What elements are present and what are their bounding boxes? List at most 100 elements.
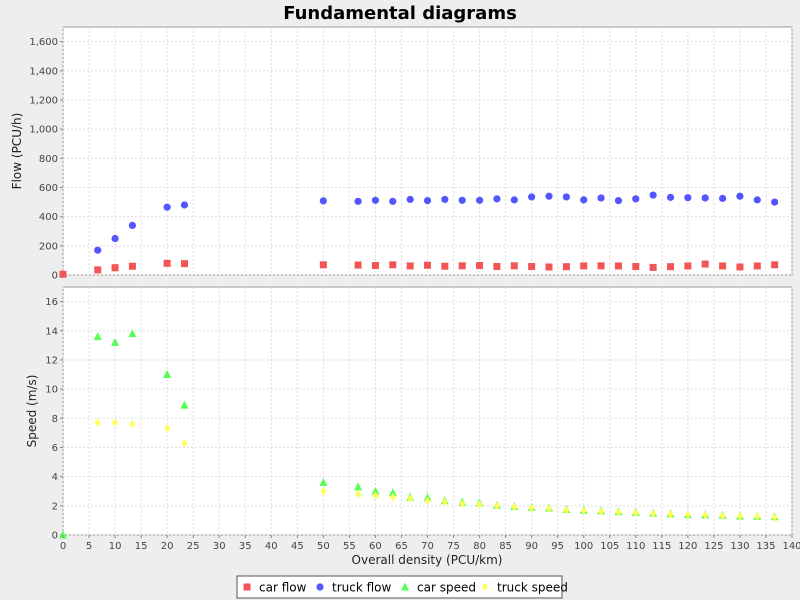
truck-flow-point <box>684 194 692 202</box>
x-tick-label: 105 <box>600 541 619 552</box>
speed-y-axis-label: Speed (m/s) <box>25 375 39 448</box>
car-flow-point <box>371 262 379 270</box>
car-speed-point <box>388 488 397 497</box>
car-flow-point <box>649 263 657 271</box>
speed-y-tick-label: 12 <box>45 355 58 366</box>
x-tick-label: 95 <box>551 541 564 552</box>
speed-y-tick-label: 4 <box>52 472 58 483</box>
truck-flow-point <box>701 194 709 202</box>
truck-flow-point <box>163 203 171 211</box>
truck-speed-point <box>736 512 743 521</box>
flow-y-tick-label: 1,200 <box>29 95 58 106</box>
car-speed-point <box>354 482 363 491</box>
x-tick-label: 85 <box>499 541 512 552</box>
flow-y-tick-label: 800 <box>39 154 58 165</box>
x-tick-label: 25 <box>187 541 200 552</box>
car-flow-point <box>667 263 675 271</box>
car-flow-point <box>719 262 727 270</box>
speed-y-tick-label: 16 <box>45 297 58 308</box>
truck-flow-point <box>354 197 362 205</box>
car-flow-point <box>528 263 536 271</box>
car-speed-point <box>371 486 380 495</box>
car-speed-point <box>128 329 137 338</box>
car-flow-point <box>614 262 622 270</box>
x-tick-label: 65 <box>395 541 408 552</box>
car-flow-point <box>701 260 709 268</box>
flow-y-tick-label: 600 <box>39 183 58 194</box>
truck-flow-point <box>423 197 432 205</box>
truck-speed-point <box>320 487 327 496</box>
truck-speed-point <box>441 498 448 507</box>
legend-items: car flow truck flow car speed truck speed <box>243 581 568 595</box>
truck-flow-point <box>111 234 119 243</box>
truck-flow-point <box>128 221 137 229</box>
x-tick-label: 5 <box>86 541 92 552</box>
flow-data-marks <box>59 191 779 278</box>
x-tick-label: 110 <box>626 541 645 552</box>
car-flow-point <box>458 262 466 270</box>
speed-y-tick-label: 0 <box>52 531 58 542</box>
truck-speed-point <box>355 490 362 499</box>
truck-flow-point <box>389 197 397 205</box>
x-tick-label: 20 <box>161 541 174 552</box>
x-tick-label: 35 <box>239 541 252 552</box>
x-tick-label: 115 <box>652 541 671 552</box>
truck-flow-point <box>562 193 570 201</box>
legend: car flow truck flow car speed truck speed <box>236 575 568 599</box>
truck-flow-point <box>493 195 501 203</box>
truck-speed-point <box>598 507 605 516</box>
flow-gridlines <box>62 27 793 276</box>
car-flow-point <box>180 260 188 268</box>
car-flow-point <box>580 262 588 270</box>
truck-speed-point <box>632 509 639 518</box>
x-tick-label: 125 <box>704 541 723 552</box>
truck-speed-point <box>667 510 674 519</box>
speed-data-marks <box>59 329 779 539</box>
truck-flow-point <box>545 192 553 200</box>
car-flow-point <box>354 261 362 269</box>
truck-speed-point <box>545 504 552 513</box>
car-flow-point <box>441 262 449 270</box>
legend-label-car-flow: car flow <box>259 581 307 595</box>
truck-speed-point <box>459 499 466 508</box>
truck-speed-point <box>112 418 119 427</box>
car-flow-point <box>59 270 67 278</box>
truck-flow-point <box>458 196 466 204</box>
truck-speed-point <box>684 510 691 519</box>
flow-y-axis-label: Flow (PCU/h) <box>10 113 24 190</box>
truck-flow-point <box>632 195 640 203</box>
truck-speed-point <box>493 501 500 510</box>
x-tick-label: 140 <box>782 541 800 552</box>
x-tick-label: 15 <box>135 541 148 552</box>
car-flow-point <box>476 262 484 270</box>
car-speed-point <box>59 530 67 539</box>
car-speed-point <box>180 400 189 409</box>
x-tick-label: 90 <box>525 541 538 552</box>
flow-y-tick-label: 1,400 <box>29 66 58 77</box>
x-tick-label: 75 <box>447 541 460 552</box>
legend-marker-truck-flow <box>316 583 324 591</box>
truck-speed-point <box>580 506 587 515</box>
truck-speed-point <box>129 420 136 429</box>
truck-speed-point <box>650 509 657 518</box>
speed-y-tick-label: 2 <box>52 501 58 512</box>
legend-marker-truck-speed <box>482 583 488 591</box>
car-flow-point <box>771 261 779 269</box>
legend-label-truck-speed: truck speed <box>497 581 568 595</box>
x-tick-label: 50 <box>317 541 330 552</box>
flow-y-tick-label: 1,000 <box>29 125 58 136</box>
truck-speed-point <box>511 503 518 512</box>
truck-flow-point <box>718 194 727 203</box>
car-flow-point <box>389 261 397 269</box>
x-tick-label: 30 <box>213 541 226 552</box>
truck-flow-point <box>753 196 761 204</box>
truck-speed-point <box>372 491 379 500</box>
truck-speed-point <box>407 494 414 503</box>
legend-label-car-speed: car speed <box>417 581 476 595</box>
truck-speed-point <box>94 418 101 427</box>
car-flow-point <box>545 263 553 271</box>
speed-gridlines <box>62 287 793 536</box>
truck-flow-point <box>94 246 102 254</box>
x-tick-label: 130 <box>730 541 749 552</box>
